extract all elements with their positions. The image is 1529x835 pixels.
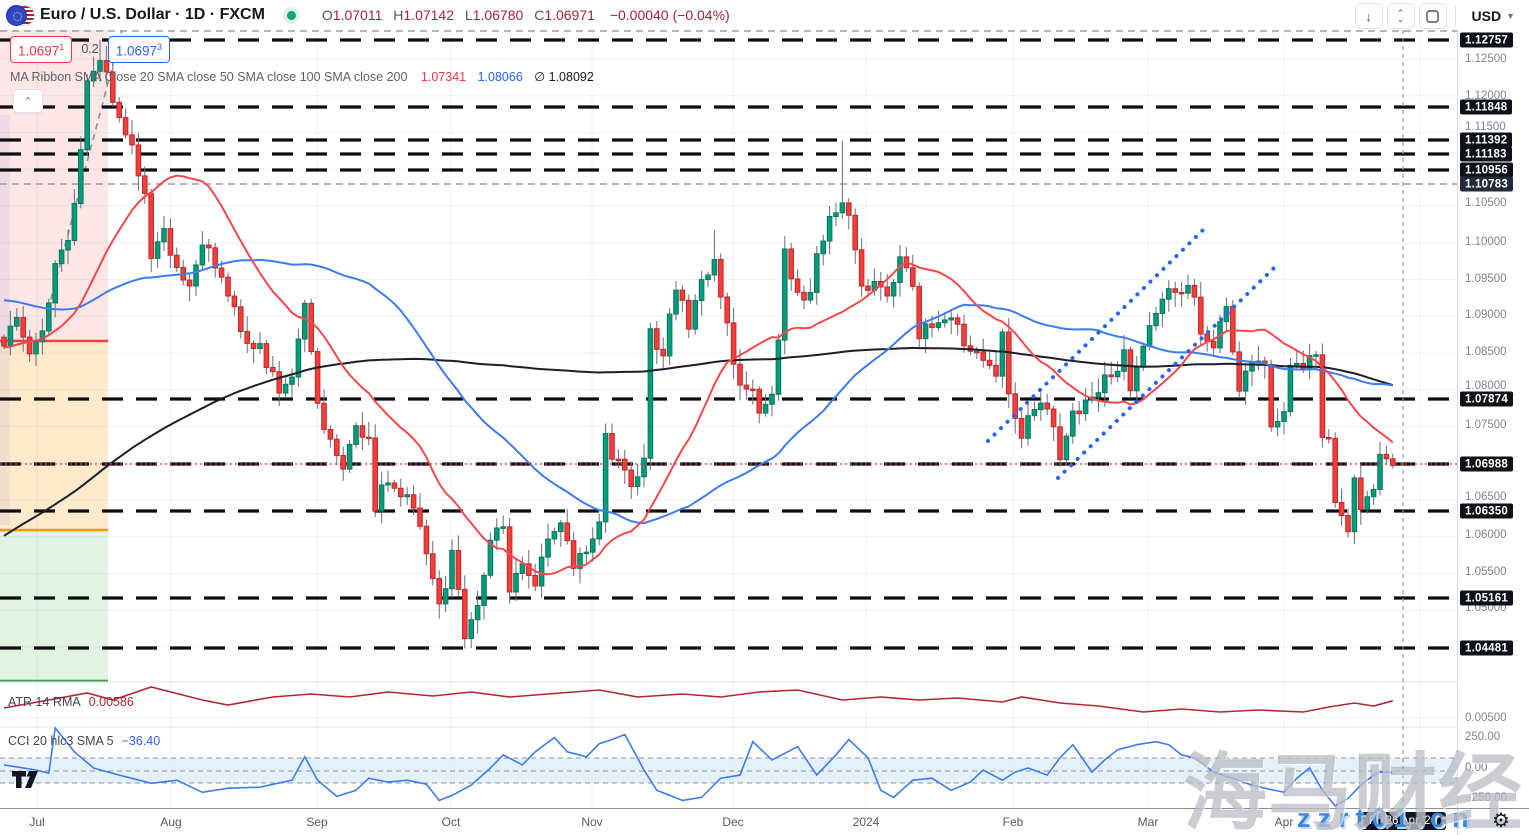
price-level-badge: 1.12757 [1460,32,1513,48]
time-axis-label: Aug [160,815,182,829]
chevron-down-icon: ▼ [1506,11,1515,21]
open-value: 1.07011 [332,7,383,23]
atr-line [3,686,1394,713]
main-chart-canvas[interactable] [0,0,1457,808]
change-value: −0.00040 (−0.04%) [609,7,730,23]
symbol-title[interactable]: Euro / U.S. Dollar · 1D · FXCM [40,6,265,23]
sma-200-line [3,346,1394,537]
trendline-dotted [986,228,1205,443]
price-level-badge: 1.11848 [1460,99,1513,115]
cci-line [3,726,1393,808]
price-level-badge: 1.05161 [1460,590,1513,606]
price-axis-label: 250.00 [1465,731,1501,743]
ma-value-fast: 1.07341 [420,70,467,84]
cci-value: −36.40 [121,734,161,748]
top-toolbar: Euro / U.S. Dollar · 1D · FXCM O1.07011 … [0,0,1529,30]
currency-dropdown[interactable]: USD ▼ [1471,8,1515,24]
price-axis-label: 1.06500 [1465,491,1507,503]
price-axis-label: 0.00500 [1465,712,1507,724]
time-axis-label: Mar [1137,815,1159,829]
price-axis-label: 1.09500 [1465,273,1507,285]
spread-label: 0.2 [81,42,99,57]
price-axis-label: 1.10000 [1465,236,1507,248]
price-level-badge: 1.06988 [1460,456,1513,472]
tradingview-logo[interactable] [12,771,44,796]
bid-price-label[interactable]: 1.06971 [10,36,73,63]
crosshair-date-badge: Fri 26 Apr '24 [1359,812,1447,830]
price-level-badge: 1.11392 [1460,132,1513,148]
time-axis-label: Oct [441,815,461,829]
time-axis-label: Sep [306,815,328,829]
market-status-dot[interactable] [286,10,296,20]
price-axis-label: 1.09000 [1465,309,1507,321]
atr-value: 0.00586 [88,695,134,709]
price-level-badge: 1.11183 [1460,146,1512,162]
price-axis-label: 1.08000 [1465,380,1507,392]
time-axis-label: 2024 [852,815,880,829]
toolbar-buttons: ↓ ⌃ ⌄ USD ▼ [1354,3,1523,29]
price-axis-label: −250.00 [1465,792,1507,804]
price-axis-label: 1.06000 [1465,529,1507,541]
zone-green [0,530,108,681]
time-axis[interactable]: Fri 26 Apr '24 Jul Aug Sep Oct Nov Dec 2024 Feb… [0,808,1529,835]
collapse-panes-icon[interactable]: ⌃ ⌄ [1386,3,1415,29]
price-axis-label: 0.00 [1465,762,1488,774]
eurusd-pair-icon [6,5,35,26]
price-axis-label: 1.11500 [1465,121,1506,133]
time-axis-label: Nov [581,815,603,829]
price-axis[interactable]: 1.12500 1.12000 1.11500 1.10500 1.10000 1.095… [1457,30,1529,808]
price-axis-label: 1.12500 [1465,53,1507,65]
sma-50-line [3,258,1393,525]
candlestick-series [1,39,1396,649]
price-axis-label: 1.07500 [1465,419,1507,431]
low-value: 1.06780 [472,7,524,23]
price-level-badge: 1.07874 [1460,391,1513,407]
ohlc-readout: O1.07011 H1.07142 L1.06780 C1.06971 −0.0… [321,7,730,23]
time-axis-label: Feb [1002,815,1024,829]
high-value: 1.07142 [403,7,454,23]
price-level-badge: 1.10956 [1460,162,1513,178]
time-axis-label: Jul [29,815,45,829]
price-axis-label: 1.05500 [1465,566,1507,578]
ma-value-avg: ∅ 1.08092 [534,70,594,84]
price-axis-label: 1.08500 [1465,346,1507,358]
zone-orange [0,341,108,530]
time-axis-label: Dec [722,815,744,829]
bid-ask-row: 1.06971 0.2 1.06973 [10,36,171,63]
price-level-badge: 1.10783 [1460,176,1513,192]
price-level-badge: 1.04481 [1460,640,1513,656]
scroll-to-latest-button[interactable]: ↓ [1354,3,1383,29]
price-axis-label: 1.10500 [1465,197,1507,209]
fullscreen-icon[interactable] [1418,3,1447,29]
close-value: 1.06971 [544,7,595,23]
price-axis-label: 1.12000 [1465,90,1507,102]
sma-20-line [3,174,1394,576]
atr-legend[interactable]: ATR 14 RMA 0.00586 [8,695,134,709]
ma-value-mid: 1.08066 [477,70,523,84]
ask-price-label[interactable]: 1.06973 [107,36,171,63]
ma-ribbon-legend[interactable]: MA Ribbon SMA Close 20 SMA close 50 SMA … [10,69,594,84]
time-axis-label: Apr [1274,815,1294,829]
axis-corner [1457,809,1529,835]
price-level-badge: 1.06350 [1460,503,1513,519]
cci-legend[interactable]: CCI 20 hlc3 SMA 5 −36.40 [8,734,161,748]
ma-ribbon-title: MA Ribbon SMA Close 20 SMA close 50 SMA … [10,70,408,84]
collapse-drawing-button[interactable]: ⌃ [13,89,43,113]
cci-band [0,758,1457,783]
